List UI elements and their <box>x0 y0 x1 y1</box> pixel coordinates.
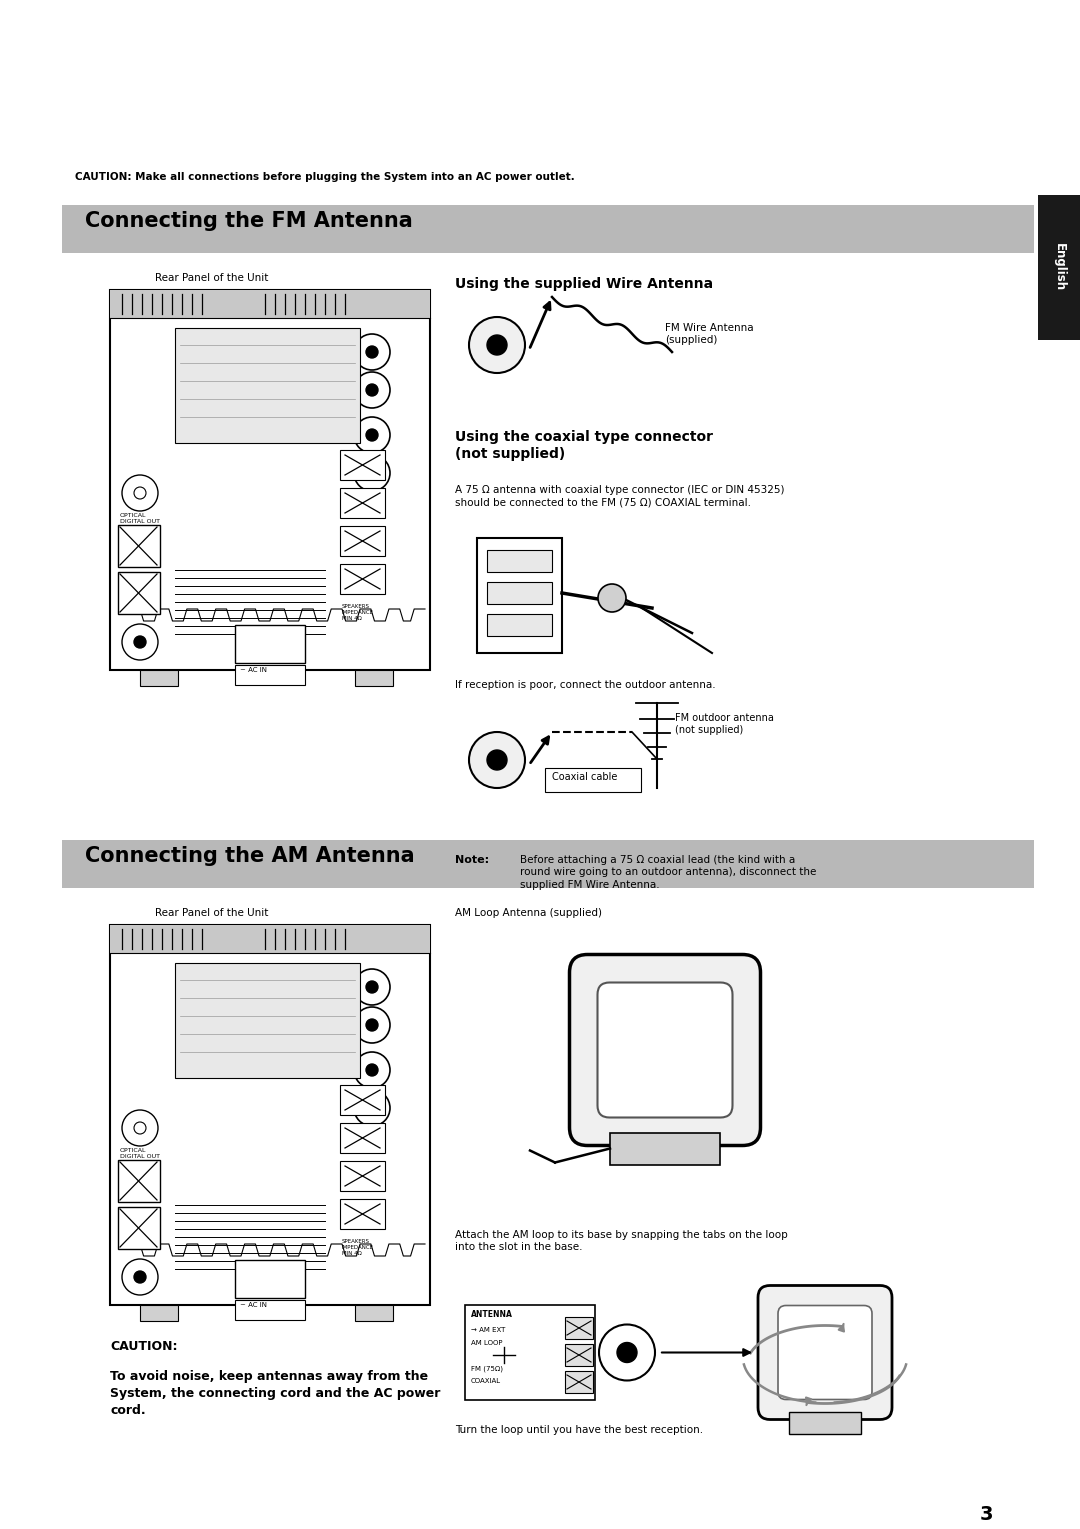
Bar <box>340 1086 384 1115</box>
Bar <box>340 450 384 480</box>
FancyBboxPatch shape <box>758 1286 892 1419</box>
Bar <box>340 1199 384 1229</box>
Bar <box>175 329 360 443</box>
Bar <box>235 1260 305 1298</box>
Bar <box>118 524 160 567</box>
Text: SPEAKERS
IMPEDANCE
MIN 4Ω: SPEAKERS IMPEDANCE MIN 4Ω <box>342 604 374 621</box>
Text: ANTENNA: ANTENNA <box>471 1310 513 1320</box>
Circle shape <box>354 456 390 491</box>
Bar <box>110 925 430 1304</box>
Circle shape <box>354 372 390 408</box>
Text: Coaxial cable: Coaxial cable <box>552 772 618 781</box>
Bar <box>110 925 430 953</box>
Circle shape <box>122 624 158 661</box>
Circle shape <box>366 346 378 358</box>
Bar <box>110 291 430 318</box>
Bar <box>110 291 430 670</box>
Circle shape <box>134 1271 146 1283</box>
Circle shape <box>617 1342 637 1362</box>
Bar <box>140 670 178 687</box>
Bar <box>1038 196 1080 339</box>
Bar <box>340 1122 384 1153</box>
Text: OPTICAL
DIGITAL OUT: OPTICAL DIGITAL OUT <box>120 514 160 524</box>
Text: English: English <box>1053 243 1066 292</box>
Bar <box>789 1411 861 1434</box>
Circle shape <box>134 488 146 498</box>
Text: Connecting the AM Antenna: Connecting the AM Antenna <box>85 846 415 865</box>
Bar <box>487 583 552 604</box>
Text: Before attaching a 75 Ω coaxial lead (the kind with a
round wire going to an out: Before attaching a 75 Ω coaxial lead (th… <box>519 855 816 890</box>
Text: Using the supplied Wire Antenna: Using the supplied Wire Antenna <box>455 277 713 291</box>
Bar <box>565 1344 593 1365</box>
Circle shape <box>134 1122 146 1135</box>
Text: AM Loop Antenna (supplied): AM Loop Antenna (supplied) <box>455 908 602 917</box>
Circle shape <box>366 384 378 396</box>
Text: FM (75Ω): FM (75Ω) <box>471 1365 503 1372</box>
Text: SPEAKERS
IMPEDANCE
MIN 4Ω: SPEAKERS IMPEDANCE MIN 4Ω <box>342 1238 374 1255</box>
Circle shape <box>354 1008 390 1043</box>
Text: 3: 3 <box>980 1505 994 1524</box>
Bar <box>487 550 552 572</box>
Circle shape <box>122 1110 158 1147</box>
Text: ~ AC IN: ~ AC IN <box>240 667 267 673</box>
Bar <box>235 665 305 685</box>
Bar <box>565 1316 593 1339</box>
Bar <box>340 564 384 593</box>
Bar <box>545 768 642 792</box>
FancyBboxPatch shape <box>778 1306 872 1399</box>
Circle shape <box>366 430 378 440</box>
Bar <box>465 1304 595 1401</box>
Circle shape <box>134 636 146 648</box>
Bar <box>118 572 160 615</box>
Bar <box>477 538 562 653</box>
Text: CAUTION: Make all connections before plugging the System into an AC power outlet: CAUTION: Make all connections before plu… <box>75 171 575 182</box>
Circle shape <box>366 466 378 479</box>
Circle shape <box>354 1090 390 1125</box>
Text: FM Wire Antenna
(supplied): FM Wire Antenna (supplied) <box>665 323 754 346</box>
Circle shape <box>354 1052 390 1089</box>
Circle shape <box>469 732 525 787</box>
Text: COAXIAL: COAXIAL <box>471 1378 501 1384</box>
Bar <box>235 1300 305 1320</box>
Text: Attach the AM loop to its base by snapping the tabs on the loop
into the slot in: Attach the AM loop to its base by snappi… <box>455 1229 787 1252</box>
Circle shape <box>354 333 390 370</box>
FancyBboxPatch shape <box>597 983 732 1118</box>
Bar <box>610 1133 720 1165</box>
Bar <box>140 1304 178 1321</box>
Bar <box>355 670 393 687</box>
Circle shape <box>487 335 507 355</box>
Circle shape <box>598 584 626 612</box>
Circle shape <box>122 1258 158 1295</box>
Bar <box>565 1372 593 1393</box>
Bar <box>487 615 552 636</box>
Bar <box>340 526 384 557</box>
Text: Rear Panel of the Unit: Rear Panel of the Unit <box>156 908 268 917</box>
Bar <box>118 1206 160 1249</box>
Text: Turn the loop until you have the best reception.: Turn the loop until you have the best re… <box>455 1425 703 1436</box>
Text: A 75 Ω antenna with coaxial type connector (IEC or DIN 45325)
should be connecte: A 75 Ω antenna with coaxial type connect… <box>455 485 784 508</box>
Text: CAUTION:: CAUTION: <box>110 1339 177 1353</box>
Text: ~ AC IN: ~ AC IN <box>240 1303 267 1307</box>
Bar <box>62 205 1034 252</box>
Bar <box>355 1304 393 1321</box>
Text: Note:: Note: <box>455 855 489 865</box>
Circle shape <box>366 1064 378 1076</box>
Circle shape <box>366 982 378 992</box>
Circle shape <box>122 476 158 511</box>
Circle shape <box>487 751 507 771</box>
Bar <box>235 625 305 664</box>
Circle shape <box>354 969 390 1005</box>
Text: Rear Panel of the Unit: Rear Panel of the Unit <box>156 274 268 283</box>
Circle shape <box>469 317 525 373</box>
Circle shape <box>366 1018 378 1031</box>
Text: AM LOOP: AM LOOP <box>471 1339 502 1346</box>
Bar <box>62 839 1034 888</box>
Circle shape <box>366 1102 378 1115</box>
Bar <box>340 1161 384 1191</box>
Text: → AM EXT: → AM EXT <box>471 1327 505 1333</box>
FancyBboxPatch shape <box>569 954 760 1145</box>
Text: FM outdoor antenna
(not supplied): FM outdoor antenna (not supplied) <box>675 713 774 735</box>
Bar <box>340 488 384 518</box>
Text: If reception is poor, connect the outdoor antenna.: If reception is poor, connect the outdoo… <box>455 680 716 690</box>
Bar <box>175 963 360 1078</box>
